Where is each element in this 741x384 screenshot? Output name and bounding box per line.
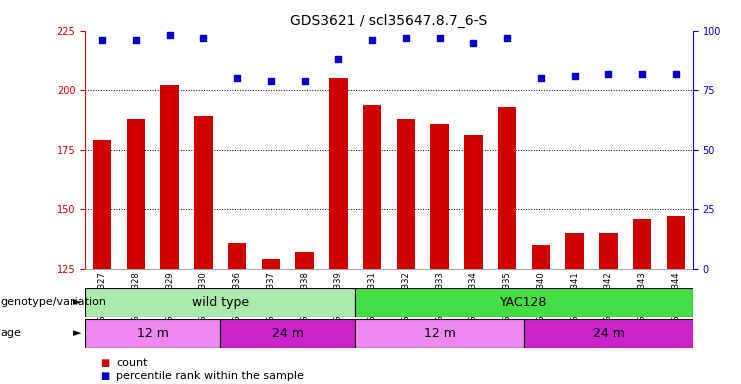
Bar <box>599 233 618 269</box>
Text: wild type: wild type <box>192 296 249 309</box>
Point <box>468 40 479 46</box>
Point <box>569 73 581 79</box>
Bar <box>262 259 280 269</box>
Bar <box>565 233 584 269</box>
Bar <box>220 319 355 348</box>
Text: ■: ■ <box>100 371 109 381</box>
Point <box>231 75 243 81</box>
Point <box>299 78 310 84</box>
Bar <box>531 245 551 269</box>
Text: ►: ► <box>73 328 82 338</box>
Point <box>333 56 345 62</box>
Text: genotype/variation: genotype/variation <box>1 297 107 308</box>
Bar <box>93 140 111 269</box>
Point <box>400 35 412 41</box>
Text: 12 m: 12 m <box>137 327 169 339</box>
Text: 12 m: 12 m <box>424 327 456 339</box>
Point <box>130 37 142 43</box>
Text: 24 m: 24 m <box>272 327 304 339</box>
Bar <box>431 124 449 269</box>
Text: ►: ► <box>73 297 82 308</box>
Point <box>164 32 176 38</box>
Point <box>433 35 445 41</box>
Text: percentile rank within the sample: percentile rank within the sample <box>116 371 305 381</box>
Bar <box>363 104 382 269</box>
Text: count: count <box>116 358 148 368</box>
Bar <box>396 119 415 269</box>
Title: GDS3621 / scl35647.8.7_6-S: GDS3621 / scl35647.8.7_6-S <box>290 14 488 28</box>
Bar <box>355 319 524 348</box>
Bar <box>85 288 355 317</box>
Bar <box>498 107 516 269</box>
Bar <box>127 119 145 269</box>
Bar <box>296 252 314 269</box>
Text: ■: ■ <box>100 358 109 368</box>
Point <box>602 71 614 77</box>
Text: YAC128: YAC128 <box>500 296 548 309</box>
Bar <box>160 86 179 269</box>
Bar <box>524 319 693 348</box>
Bar <box>329 78 348 269</box>
Bar <box>667 217 685 269</box>
Text: 24 m: 24 m <box>593 327 625 339</box>
Bar <box>194 116 213 269</box>
Bar <box>227 243 247 269</box>
Point <box>535 75 547 81</box>
Point <box>637 71 648 77</box>
Point <box>265 78 277 84</box>
Point <box>366 37 378 43</box>
Bar <box>633 219 651 269</box>
Point <box>197 35 209 41</box>
Bar <box>464 136 482 269</box>
Point <box>501 35 513 41</box>
Bar <box>355 288 693 317</box>
Point <box>96 37 108 43</box>
Text: age: age <box>1 328 21 338</box>
Bar <box>85 319 220 348</box>
Point <box>670 71 682 77</box>
